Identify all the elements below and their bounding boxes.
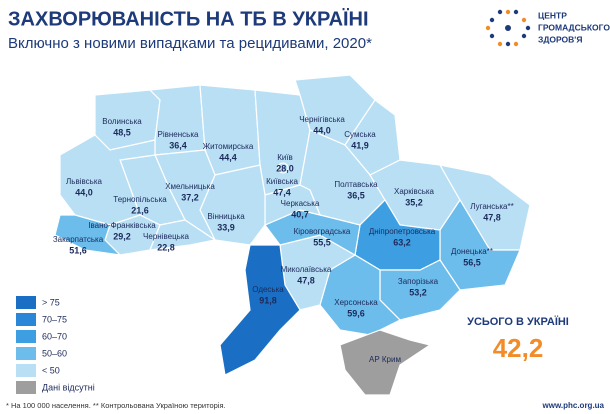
region-name: Вінницька [207,212,245,221]
region-value: 41,9 [351,140,369,150]
region [54,214,122,256]
legend-swatch [16,313,36,326]
title: ЗАХВОРЮВАНІСТЬ НА ТБ В УКРАЇНІ [8,7,369,30]
legend-label: < 50 [42,365,60,375]
total-value: 42,2 [493,333,544,363]
region-name: Івано-Франківська [88,221,156,230]
region-value: 51,6 [69,245,87,255]
legend-swatch [16,296,36,309]
region-value: 44,4 [219,152,237,162]
region [339,329,432,396]
legend-label: > 75 [42,297,60,307]
region-value: 59,6 [347,308,365,318]
region [59,134,156,226]
region-name: Київ [277,153,293,162]
region-name: Рівненська [158,130,199,139]
region-value: 29,2 [113,231,131,241]
region-name: Полтавська [334,180,378,189]
region-value: 63,2 [393,237,411,247]
legend-swatch [16,347,36,360]
legend: > 75 70–75 60–70 50–60 < 50 Дані відсутні [16,296,95,394]
logo-text: ЦЕНТР [538,10,567,20]
region-value: 91,8 [259,295,277,305]
region-name: Хмельницька [165,182,215,191]
legend-swatch [16,364,36,377]
region-name: Дніпропетровська [369,227,436,236]
legend-label: 60–70 [42,331,67,341]
region [149,219,217,251]
subtitle: Включно з новими випадками та рецидивами… [8,35,372,52]
region-value: 47,8 [483,212,501,222]
region [219,244,301,376]
region-name: Чернівецька [143,232,189,241]
region-value: 33,9 [217,222,235,232]
region-name: АР Крим [369,355,401,364]
region-name: Закарпатська [53,235,104,244]
region-value: 40,7 [291,209,309,219]
region [319,254,402,336]
region-value: 37,2 [181,192,199,202]
region-value: 21,6 [131,205,149,215]
legend-swatch [16,330,36,343]
total-label: УСЬОГО В УКРАЇНІ [467,315,569,328]
logo-mark [485,9,531,47]
region [277,162,289,174]
region-value: 56,5 [463,257,481,267]
region-value: 48,5 [113,127,131,137]
region-name: Луганська** [470,202,513,211]
region-name: Харківська [394,187,435,196]
region-value: 36,5 [347,190,365,200]
region-value: 47,8 [297,275,315,285]
region-name: Черкаська [281,199,320,208]
region-name: Київська [266,177,298,186]
logo-text: ГРОМАДСЬКОГО [538,22,610,32]
region-name: Тернопільська [113,195,167,204]
region-value: 53,2 [409,287,427,297]
url: www.phc.org.ua [542,401,605,410]
region-value: 47,4 [273,187,291,197]
region-name: Миколаївська [281,265,332,274]
region-value: 44,0 [75,187,93,197]
region-name: Кіровоградська [294,227,351,236]
legend-label: 70–75 [42,314,67,324]
region-name: Запорізька [398,277,439,286]
region-name: Донецька** [451,247,493,256]
logo-text: ЗДОРОВ'Я [538,34,582,44]
region-value: 35,2 [405,197,423,207]
region-value: 44,0 [313,125,331,135]
legend-label: Дані відсутні [42,382,95,392]
legend-swatch [16,381,36,394]
region-name: Сумська [344,130,376,139]
legend-label: 50–60 [42,348,67,358]
regions [54,74,531,396]
footnote: * На 100 000 населення. ** Контрольована… [6,401,226,410]
region-name: Херсонська [334,298,378,307]
region-value: 28,0 [276,163,294,173]
region-name: Львівська [66,177,102,186]
region-value: 36,4 [169,140,187,150]
region-name: Чернігівська [299,115,345,124]
region-name: Волинська [102,117,142,126]
region-value: 22,8 [157,242,175,252]
region-value: 55,5 [313,237,331,247]
region-name: Одеська [252,285,284,294]
region-name: Житомирська [203,142,254,151]
